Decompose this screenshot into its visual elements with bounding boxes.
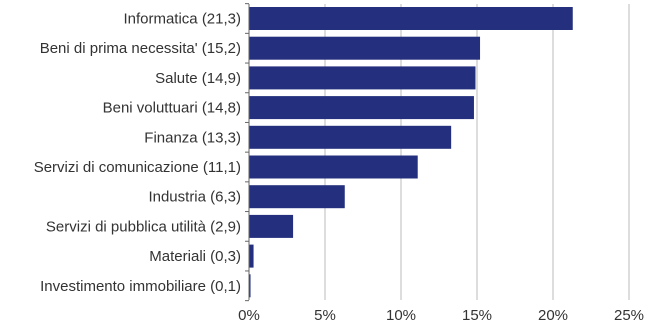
category-label: Beni di prima necessita' (15,2) xyxy=(40,40,241,57)
category-label: Informatica (21,3) xyxy=(123,11,241,28)
bar xyxy=(249,96,474,119)
bar xyxy=(249,185,345,208)
bar xyxy=(249,126,451,149)
bar xyxy=(249,66,475,89)
tick-label-layer: 0% 5% 10% 15% 20% 25% xyxy=(238,307,644,324)
category-label: Servizi di comunicazione (11,1) xyxy=(34,159,241,176)
bar xyxy=(249,215,293,238)
x-tick-label: 15% xyxy=(462,307,492,324)
category-label-layer: Informatica (21,3) Beni di prima necessit… xyxy=(34,11,241,295)
bar-layer xyxy=(249,7,573,297)
x-tick-label: 20% xyxy=(538,307,568,324)
x-tick-label: 25% xyxy=(614,307,644,324)
bar xyxy=(249,245,254,268)
category-label: Beni voluttuari (14,8) xyxy=(103,100,241,117)
category-label: Industria (6,3) xyxy=(148,189,241,206)
category-label: Finanza (13,3) xyxy=(144,129,241,146)
category-label: Materiali (0,3) xyxy=(149,248,241,265)
category-label: Investimento immobiliare (0,1) xyxy=(40,278,241,295)
bar xyxy=(249,7,573,30)
bar xyxy=(249,156,418,179)
x-tick-label: 0% xyxy=(238,307,260,324)
x-tick-label: 5% xyxy=(314,307,336,324)
x-tick-label: 10% xyxy=(386,307,416,324)
bar xyxy=(249,37,480,60)
axis-layer xyxy=(245,4,249,301)
category-label: Salute (14,9) xyxy=(155,70,241,87)
category-label: Servizi di pubblica utilità (2,9) xyxy=(46,218,241,235)
